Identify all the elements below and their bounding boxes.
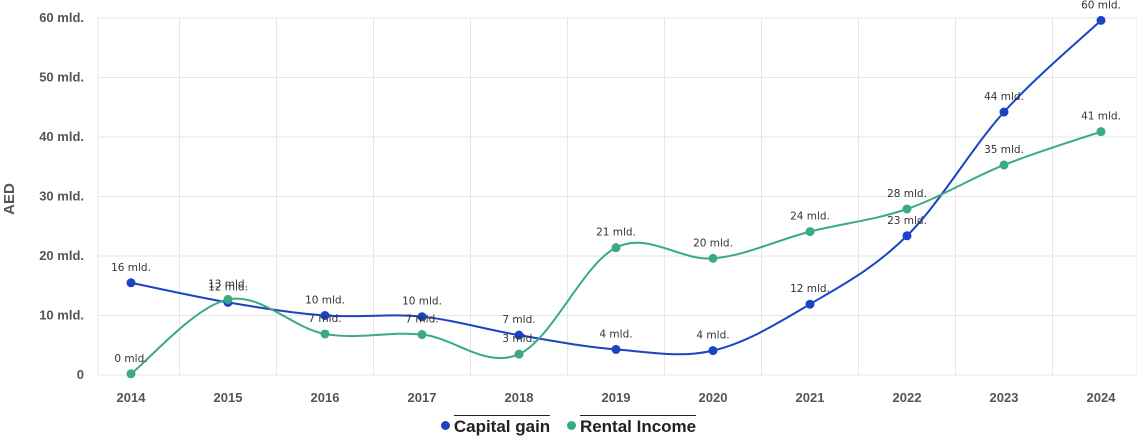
data-label-rental-income: 7 mld. <box>405 314 438 326</box>
x-tick-label: 2015 <box>214 390 243 405</box>
legend-marker-rental-income <box>566 421 576 431</box>
x-tick-label: 2020 <box>699 390 728 405</box>
data-label-capital-gain: 4 mld. <box>599 328 632 340</box>
y-tick-label: 50 mld. <box>39 70 84 85</box>
data-point-rental-income[interactable] <box>611 243 621 253</box>
data-point-rental-income[interactable] <box>126 369 136 379</box>
data-point-rental-income[interactable] <box>1096 127 1106 137</box>
series-line-capital-gain <box>130 19 1102 356</box>
data-point-capital-gain[interactable] <box>611 344 621 354</box>
y-axis-label: AED <box>1 183 18 215</box>
data-label-rental-income: 41 mld. <box>1081 111 1121 123</box>
data-point-rental-income[interactable] <box>223 294 233 304</box>
legend: Capital gain Rental Income <box>0 415 1137 437</box>
legend-marker-capital-gain <box>440 421 450 431</box>
data-point-capital-gain[interactable] <box>999 107 1009 117</box>
data-label-capital-gain: 16 mld. <box>111 262 151 274</box>
data-point-rental-income[interactable] <box>999 160 1009 170</box>
data-point-capital-gain[interactable] <box>708 346 718 356</box>
data-label-rental-income: 0 mld. <box>114 353 147 365</box>
data-label-capital-gain: 12 mld. <box>208 281 248 293</box>
data-label-rental-income: 24 mld. <box>790 211 830 223</box>
legend-item-rental-income[interactable]: Rental Income <box>566 415 697 437</box>
data-label-rental-income: 28 mld. <box>887 188 927 200</box>
x-tick-label: 2016 <box>311 390 340 405</box>
data-point-rental-income[interactable] <box>320 329 330 339</box>
data-point-capital-gain[interactable] <box>1096 15 1106 25</box>
data-label-rental-income: 13 mld. <box>208 278 248 290</box>
y-axis: 0 10 mld. 20 mld. 30 mld. 40 mld. 50 mld. 60 m… <box>39 10 84 382</box>
x-tick-label: 2017 <box>408 390 437 405</box>
data-point-capital-gain[interactable] <box>805 299 815 309</box>
x-tick-label: 2018 <box>505 390 534 405</box>
data-label-capital-gain: 10 mld. <box>402 296 442 308</box>
data-label-capital-gain: 12 mld. <box>790 283 830 295</box>
data-label-capital-gain: 44 mld. <box>984 91 1024 103</box>
data-label-capital-gain: 23 mld. <box>887 215 927 227</box>
y-tick-label: 30 mld. <box>39 189 84 204</box>
data-point-rental-income[interactable] <box>417 330 427 340</box>
series-group <box>126 15 1106 379</box>
data-label-capital-gain: 60 mld. <box>1081 0 1121 11</box>
data-point-rental-income[interactable] <box>902 204 912 214</box>
data-point-capital-gain[interactable] <box>514 330 524 340</box>
legend-label-capital-gain: Capital gain <box>453 415 551 436</box>
x-tick-label: 2022 <box>893 390 922 405</box>
data-label-rental-income: 20 mld. <box>693 237 733 249</box>
data-label-rental-income: 35 mld. <box>984 144 1024 156</box>
x-tick-label: 2023 <box>990 390 1019 405</box>
data-point-capital-gain[interactable] <box>126 278 136 288</box>
y-tick-label: 20 mld. <box>39 248 84 263</box>
x-tick-label: 2019 <box>602 390 631 405</box>
x-tick-label: 2021 <box>796 390 825 405</box>
data-point-rental-income[interactable] <box>514 349 524 359</box>
data-labels: 16 mld. 12 mld. 10 mld. 10 mld. 7 mld. 4 mld.… <box>111 0 1121 365</box>
x-tick-label: 2024 <box>1087 390 1117 405</box>
y-tick-label: 10 mld. <box>39 308 84 323</box>
x-axis: 2014 2015 2016 2017 2018 2019 2020 2021 2022 2023… <box>117 390 1117 405</box>
data-point-capital-gain[interactable] <box>320 311 330 320</box>
data-point-rental-income[interactable] <box>805 227 815 237</box>
data-point-rental-income[interactable] <box>708 253 718 263</box>
data-label-capital-gain: 10 mld. <box>305 295 345 307</box>
y-tick-label: 40 mld. <box>39 129 84 144</box>
y-tick-label: 0 <box>77 367 84 382</box>
x-tick-label: 2014 <box>117 390 147 405</box>
data-point-capital-gain[interactable] <box>902 231 912 241</box>
legend-item-capital-gain[interactable]: Capital gain <box>440 415 551 437</box>
legend-label-rental-income: Rental Income <box>579 415 697 436</box>
data-label-capital-gain: 4 mld. <box>696 330 729 342</box>
data-label-rental-income: 7 mld. <box>308 313 341 325</box>
data-point-capital-gain[interactable] <box>417 312 427 322</box>
grid <box>97 17 1137 376</box>
data-label-capital-gain: 7 mld. <box>502 314 535 326</box>
data-label-rental-income: 3 mld. <box>502 333 535 345</box>
data-label-rental-income: 21 mld. <box>596 227 636 239</box>
y-tick-label: 60 mld. <box>39 10 84 25</box>
